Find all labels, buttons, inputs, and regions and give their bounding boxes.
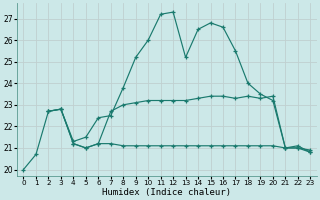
X-axis label: Humidex (Indice chaleur): Humidex (Indice chaleur)	[102, 188, 231, 197]
